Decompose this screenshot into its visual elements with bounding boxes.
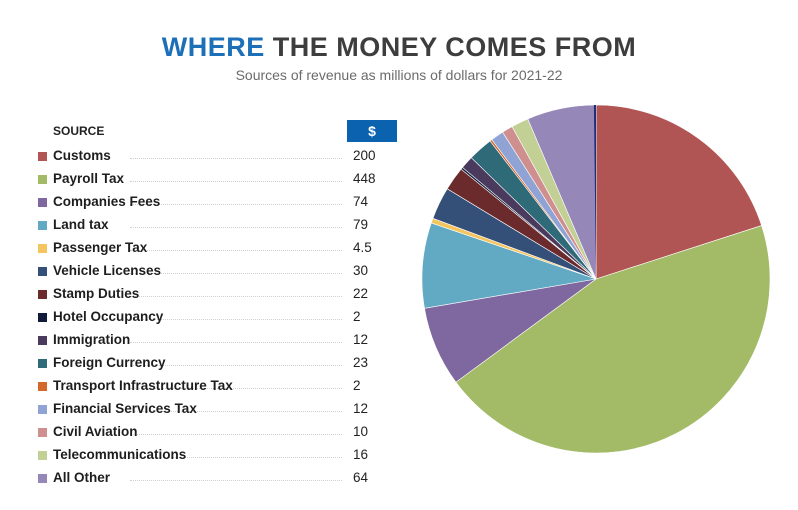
table-row: Transport Infrastructure Tax 2 <box>0 376 420 399</box>
leader-dots <box>130 158 342 159</box>
source-value: 64 <box>353 470 369 485</box>
leader-dots <box>130 181 342 182</box>
pie-slice-customs <box>595 104 762 280</box>
legend-swatch <box>38 428 47 437</box>
leader-dots <box>130 480 342 481</box>
leader-dots <box>130 250 342 251</box>
source-value: 79 <box>353 217 369 232</box>
pie-slice-payroll-tax <box>455 225 771 454</box>
legend-swatch <box>38 474 47 483</box>
legend-swatch <box>38 198 47 207</box>
source-value: 2 <box>353 309 361 324</box>
source-label: All Other <box>53 470 111 485</box>
source-value: 23 <box>353 355 369 370</box>
table-row: Telecommunications 16 <box>0 445 420 468</box>
source-label: Passenger Tax <box>53 240 148 255</box>
table-row: Customs 200 <box>0 146 420 169</box>
source-label: Financial Services Tax <box>53 401 197 416</box>
source-column-header: SOURCE <box>53 124 105 138</box>
source-label: Land tax <box>53 217 109 232</box>
table-row: Civil Aviation 10 <box>0 422 420 445</box>
table-row: Immigration 12 <box>0 330 420 353</box>
source-value: 16 <box>353 447 369 462</box>
leader-dots <box>130 296 342 297</box>
source-value: 12 <box>353 332 369 347</box>
table-row: Stamp Duties 22 <box>0 284 420 307</box>
source-value: 30 <box>353 263 369 278</box>
source-value: 22 <box>353 286 369 301</box>
pie-slice-sliver <box>593 104 596 279</box>
legend-swatch <box>38 244 47 253</box>
leader-dots <box>130 319 342 320</box>
legend-swatch <box>38 290 47 299</box>
table-row: Financial Services Tax 12 <box>0 399 420 422</box>
legend-swatch <box>38 382 47 391</box>
table-row: All Other 64 <box>0 468 420 491</box>
source-value: 200 <box>353 148 376 163</box>
legend-swatch <box>38 451 47 460</box>
source-label: Companies Fees <box>53 194 161 209</box>
legend-swatch <box>38 152 47 161</box>
source-value: 12 <box>353 401 369 416</box>
legend-swatch <box>38 221 47 230</box>
source-value: 74 <box>353 194 369 209</box>
source-label: Customs <box>53 148 111 163</box>
table-row: Passenger Tax 4.5 <box>0 238 420 261</box>
revenue-table: SOURCE $ Customs 200 Payroll Tax 448 Compani… <box>0 120 420 491</box>
leader-dots <box>130 388 342 389</box>
source-label: Immigration <box>53 332 131 347</box>
source-label: Hotel Occupancy <box>53 309 164 324</box>
legend-swatch <box>38 359 47 368</box>
table-row: Land tax 79 <box>0 215 420 238</box>
chart-title-highlight: WHERE <box>161 32 265 62</box>
source-label: Telecommunications <box>53 447 187 462</box>
leader-dots <box>130 204 342 205</box>
leader-dots <box>130 273 342 274</box>
source-value: 4.5 <box>353 240 372 255</box>
source-label: Transport Infrastructure Tax <box>53 378 233 393</box>
source-value: 10 <box>353 424 369 439</box>
pie-chart <box>421 104 771 454</box>
leader-dots <box>130 434 342 435</box>
table-row: Hotel Occupancy 2 <box>0 307 420 330</box>
chart-title: WHERE THE MONEY COMES FROM <box>0 32 798 63</box>
source-value: 2 <box>353 378 361 393</box>
source-label: Civil Aviation <box>53 424 138 439</box>
dollar-column-header: $ <box>347 120 397 142</box>
leader-dots <box>130 227 342 228</box>
source-label: Payroll Tax <box>53 171 125 186</box>
source-value: 448 <box>353 171 376 186</box>
legend-swatch <box>38 267 47 276</box>
legend-swatch <box>38 313 47 322</box>
leader-dots <box>130 365 342 366</box>
source-label: Foreign Currency <box>53 355 166 370</box>
table-row: Companies Fees 74 <box>0 192 420 215</box>
leader-dots <box>130 457 342 458</box>
table-row: Payroll Tax 448 <box>0 169 420 192</box>
table-row: Foreign Currency 23 <box>0 353 420 376</box>
chart-title-rest: THE MONEY COMES FROM <box>264 32 637 62</box>
source-label: Stamp Duties <box>53 286 140 301</box>
table-row: Vehicle Licenses 30 <box>0 261 420 284</box>
legend-swatch <box>38 175 47 184</box>
legend-swatch <box>38 336 47 345</box>
leader-dots <box>130 342 342 343</box>
legend-swatch <box>38 405 47 414</box>
source-label: Vehicle Licenses <box>53 263 162 278</box>
chart-subtitle: Sources of revenue as millions of dollar… <box>235 67 563 83</box>
leader-dots <box>130 411 342 412</box>
